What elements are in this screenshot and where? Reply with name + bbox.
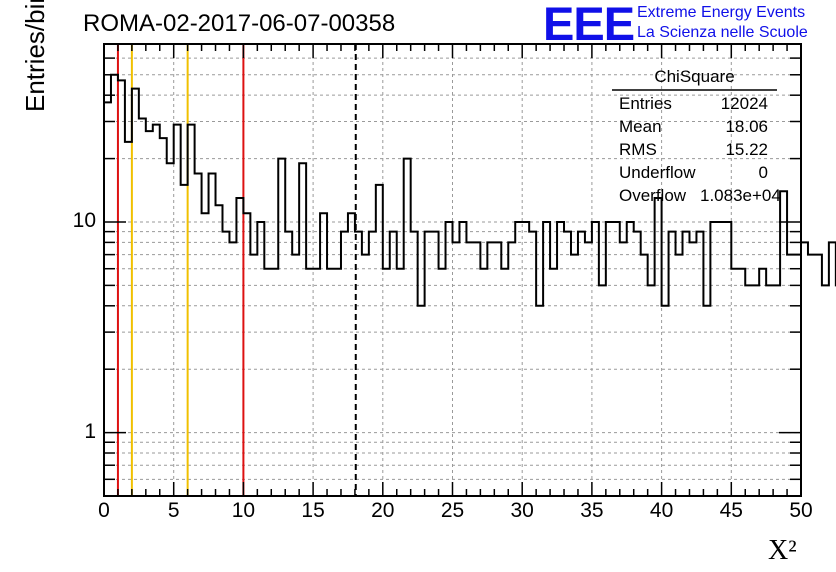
x-tick-label: 0 [98, 499, 110, 522]
stat-mean-value: 18.06 [725, 117, 768, 136]
stat-overflow-label: Overflow [619, 186, 687, 205]
stats-box-title: ChiSquare [654, 67, 735, 86]
x-tick-label: 25 [440, 499, 465, 522]
logo-line-2: La Scienza nelle Scuole [637, 24, 808, 41]
stat-rms-value: 15.22 [725, 140, 768, 159]
x-tick-label: 10 [231, 499, 256, 522]
stat-rms-label: RMS [619, 140, 657, 159]
reference-lines [116, 44, 357, 496]
logo-line-1: Extreme Energy Events [637, 4, 806, 21]
stat-mean-label: Mean [619, 117, 662, 136]
x-tick-label: 35 [580, 499, 604, 522]
stat-underflow-label: Underflow [619, 163, 696, 182]
x-tick-label: 20 [371, 499, 395, 522]
stat-entries-label: Entries [619, 94, 672, 113]
x-tick-label: 15 [301, 499, 325, 522]
y-tick-label: 1 [84, 419, 96, 443]
histogram-outline [104, 73, 836, 307]
x-axis-label: X² [768, 535, 797, 566]
x-tick-label: 40 [649, 499, 674, 522]
y-axis-label: Entries/bin [20, 0, 50, 112]
x-tick-label: 45 [719, 499, 743, 522]
x-tick-label: 50 [789, 499, 813, 522]
stat-underflow-value: 0 [758, 163, 768, 182]
grid-layer [104, 44, 801, 496]
axis-ticks [103, 43, 802, 497]
y-tick-label: 10 [72, 208, 96, 232]
x-tick-label: 30 [510, 499, 534, 522]
stat-entries-value: 12024 [720, 94, 768, 113]
x-tick-label: 5 [167, 499, 180, 522]
eee-logo: EEE [543, 0, 635, 50]
stat-overflow-value: 1.083e+04 [700, 186, 781, 205]
page-title: ROMA-02-2017-06-07-00358 [83, 10, 396, 37]
